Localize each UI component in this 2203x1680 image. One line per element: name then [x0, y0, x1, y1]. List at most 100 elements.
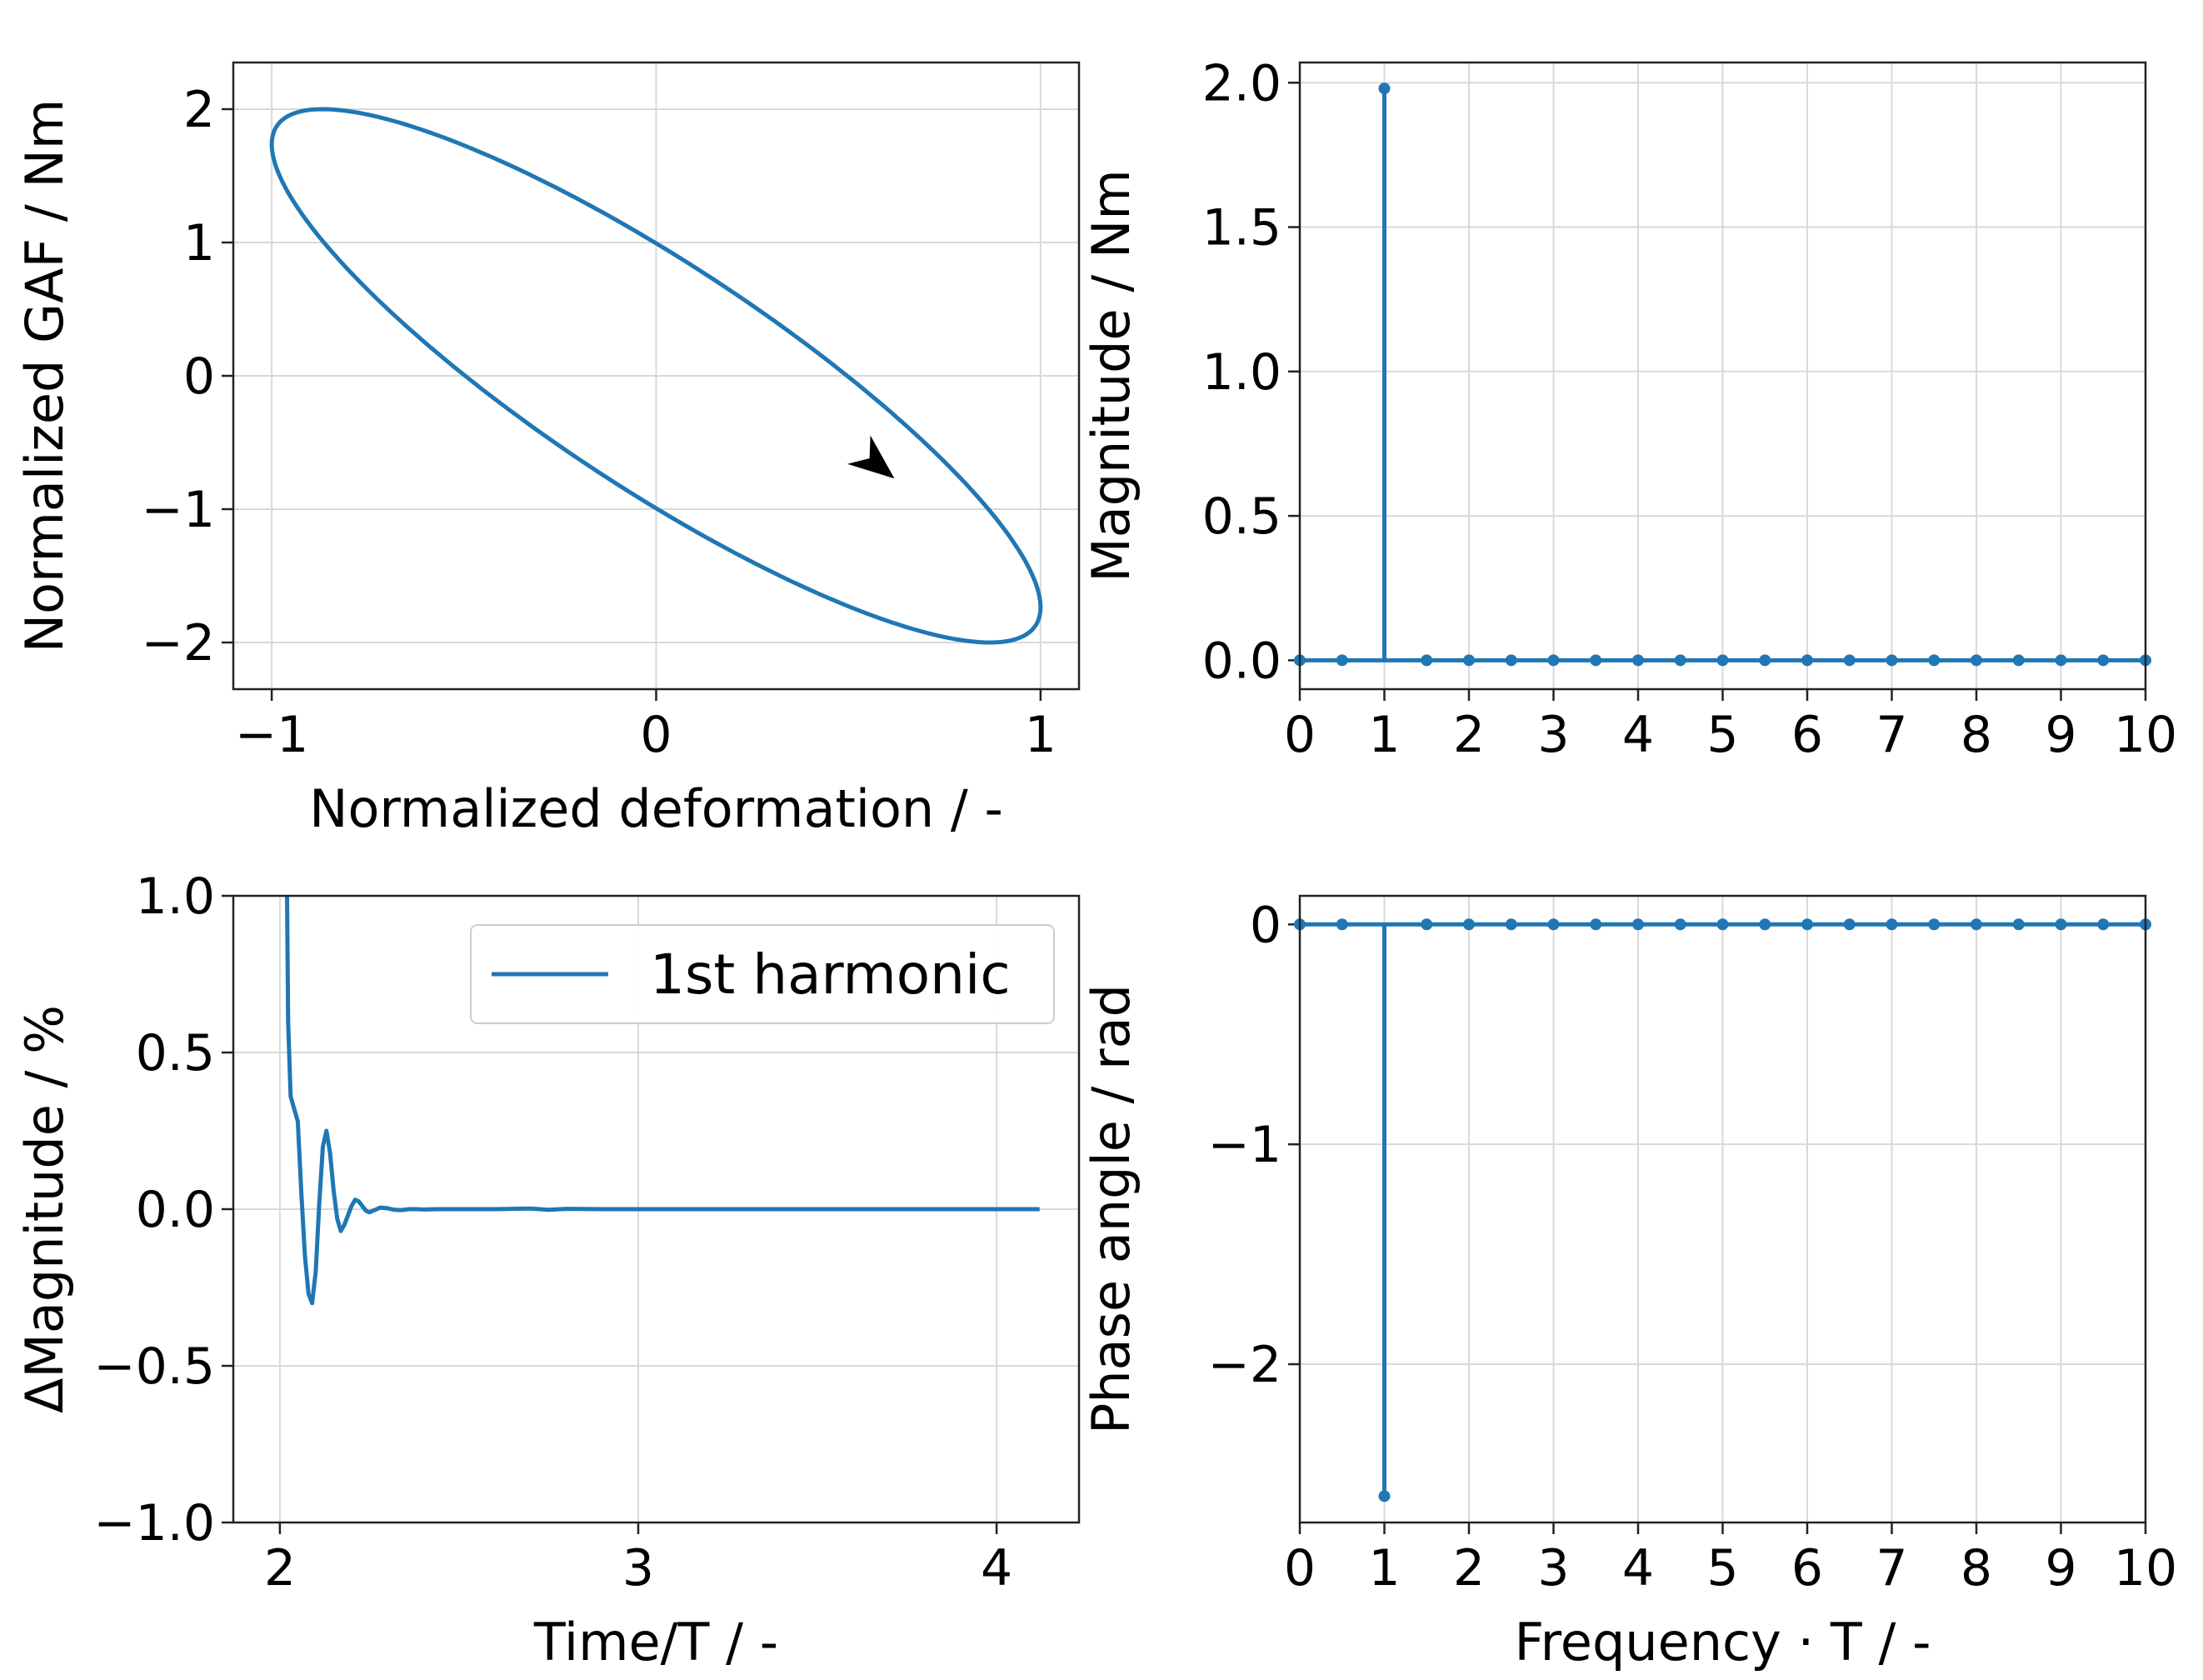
stem-marker	[2055, 654, 2067, 667]
stem-marker	[1801, 918, 1813, 931]
data-marks	[285, 896, 1040, 1306]
x-tick-label: 10	[2114, 1539, 2177, 1598]
x-tick-label: 7	[1876, 706, 1907, 764]
y-tick-label: 0.0	[136, 1181, 215, 1239]
stem-marker	[1928, 654, 1941, 667]
x-tick-label: 1	[1368, 1539, 1400, 1598]
y-tick-label: 0.5	[1202, 488, 1281, 546]
axes-frame	[232, 894, 1081, 1524]
stem-marker	[1632, 918, 1644, 931]
x-tick-label: 7	[1876, 1539, 1907, 1598]
x-tick-label: 10	[2114, 706, 2177, 764]
y-axis-label: Phase angle / rad	[1081, 984, 1141, 1434]
stem-marker	[1674, 918, 1686, 931]
stem-marker	[1590, 654, 1602, 667]
x-tick-label: 0	[1284, 1539, 1316, 1598]
y-tick-label: 0.0	[1202, 632, 1281, 690]
x-tick-label: 8	[1961, 706, 1992, 764]
y-tick-label: 0	[1250, 896, 1281, 954]
magnitude-spectrum-plot: 0 1 2 3 4 5 6 7 8 9 10 0.0 0.5 1.0 1.5 2.0 Magnitude / N…	[1081, 54, 2177, 764]
y-tick-label: 0.5	[136, 1024, 215, 1082]
x-tick-label: 6	[1791, 706, 1823, 764]
y-axis-label: Normalized GAF / Nm	[14, 99, 75, 653]
stem-marker	[2012, 918, 2025, 931]
stem-marker	[1843, 654, 1856, 667]
x-tick-label: 3	[1537, 706, 1569, 764]
x-tick-label: 2	[264, 1539, 296, 1598]
stem-marker	[1843, 918, 1856, 931]
stem-marker	[1547, 654, 1560, 667]
stem-marker	[1421, 918, 1433, 931]
stem-marker	[1632, 654, 1644, 667]
y-tick-label: 1.0	[136, 868, 215, 926]
y-tick-label: 1.5	[1202, 199, 1281, 258]
stem-marker	[1801, 654, 1813, 667]
stem-marker	[1547, 918, 1560, 931]
x-tick-label: 9	[2045, 1539, 2076, 1598]
stem-marker	[1505, 654, 1517, 667]
delta-magnitude-plot: 2 3 4 −1.0 −0.5 0.0 0.5 1.0 Time/T / - ΔMagnitude…	[14, 868, 1081, 1672]
y-tick-label: 2.0	[1202, 54, 1281, 112]
x-axis-label: Normalized deformation / -	[309, 778, 1003, 839]
x-tick-label: −1	[235, 706, 308, 764]
stem-marker	[1463, 654, 1475, 667]
x-tick-label: 5	[1706, 706, 1738, 764]
axes-frame	[232, 61, 1081, 691]
hysteresis-plot: −1 0 1 −2 −1 0 1 2 Normalized deformation / - Nor…	[14, 61, 1081, 839]
y-tick-label: −0.5	[93, 1338, 215, 1396]
stem-marker	[1505, 918, 1517, 931]
x-tick-label: 8	[1961, 1539, 1992, 1598]
stem-marker	[1971, 918, 1982, 931]
stem-marker	[2097, 654, 2110, 667]
stem-marker	[1759, 654, 1771, 667]
stem-marker	[1674, 654, 1686, 667]
stem-marker	[1336, 918, 1348, 931]
y-tick-label: 0	[183, 348, 215, 406]
legend-label: 1st harmonic	[650, 942, 1011, 1007]
axes-frame	[1298, 894, 2147, 1524]
x-tick-label: 2	[1453, 1539, 1485, 1598]
data-marks	[269, 107, 1043, 645]
stem-marker	[1928, 918, 1941, 931]
hysteresis-loop-line	[269, 107, 1043, 645]
stem-marker	[1886, 654, 1898, 667]
stem-marker	[1971, 654, 1982, 667]
stem-marker	[1716, 918, 1729, 931]
x-tick-label: 3	[622, 1539, 654, 1598]
stem-marker	[1463, 918, 1475, 931]
first-harmonic-line	[285, 896, 1040, 1306]
stem-marker	[2097, 918, 2110, 931]
stem-marker	[1378, 82, 1391, 95]
y-tick-label: −1	[1208, 1116, 1281, 1174]
x-tick-label: 3	[1537, 1539, 1569, 1598]
x-tick-label: 5	[1706, 1539, 1738, 1598]
y-tick-label: −1	[142, 481, 215, 539]
x-tick-label: 4	[981, 1539, 1012, 1598]
x-tick-label: 0	[640, 706, 672, 764]
x-tick-label: 0	[1284, 706, 1316, 764]
x-tick-label: 2	[1453, 706, 1485, 764]
stem-marker	[1716, 654, 1729, 667]
y-tick-label: 1.0	[1202, 343, 1281, 402]
y-tick-label: −2	[1208, 1336, 1281, 1394]
stem-marker	[1590, 918, 1602, 931]
stem-marker	[1759, 918, 1771, 931]
stem-marker	[2012, 654, 2025, 667]
y-axis-label: Magnitude / Nm	[1081, 169, 1141, 582]
x-tick-label: 6	[1791, 1539, 1823, 1598]
x-tick-label: 1	[1368, 706, 1400, 764]
stem-marker	[1336, 654, 1348, 667]
y-axis-label: ΔMagnitude / %	[14, 1005, 75, 1413]
legend-box	[470, 924, 1055, 1024]
axes-frame	[1298, 61, 2147, 691]
y-tick-label: 1	[183, 214, 215, 272]
y-tick-label: 2	[183, 81, 215, 139]
x-tick-label: 1	[1025, 706, 1057, 764]
y-tick-label: −1.0	[93, 1494, 215, 1552]
stem-marker	[1886, 918, 1898, 931]
x-tick-label: 9	[2045, 706, 2076, 764]
y-tick-label: −2	[142, 614, 215, 672]
x-axis-label: Frequency · T / -	[1515, 1612, 1931, 1672]
